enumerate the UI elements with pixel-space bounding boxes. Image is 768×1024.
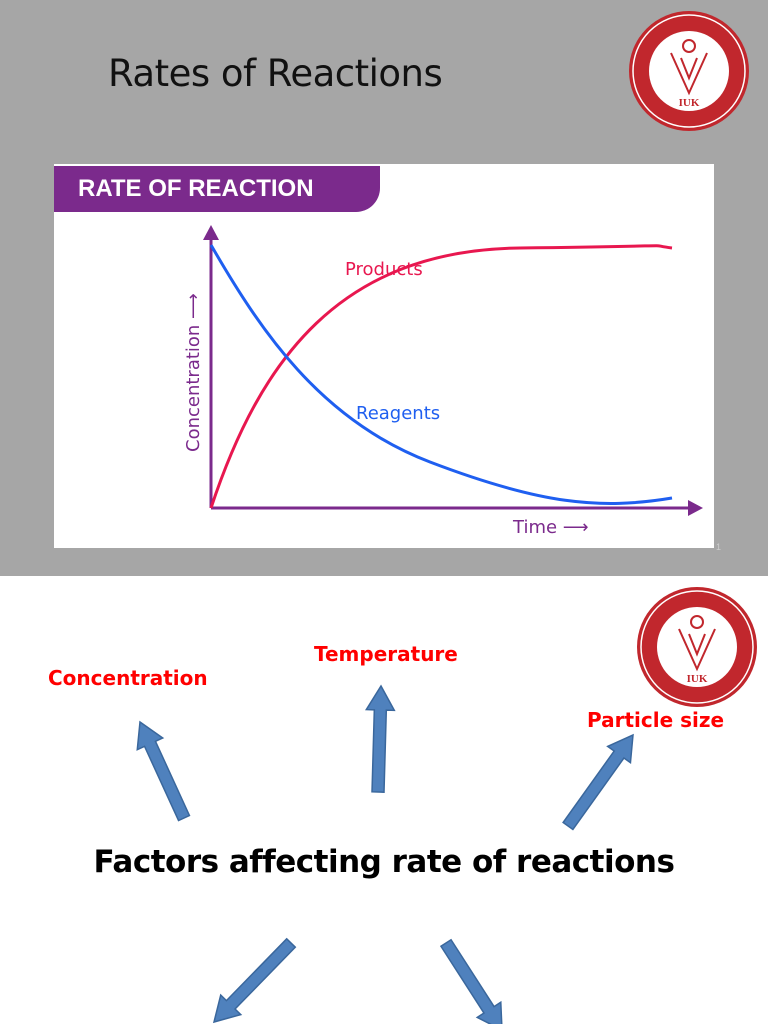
slide-title: Rates of Reactions xyxy=(108,52,443,95)
slide-1: Rates of Reactions IUK RATE OF REACTION … xyxy=(0,0,768,576)
x-axis xyxy=(211,500,703,516)
reagents-label: Reagents xyxy=(356,403,440,424)
svg-text:IUK: IUK xyxy=(679,97,700,109)
arrow-to-temperature-icon xyxy=(365,684,396,793)
slide-heading: Factors affecting rate of reactions xyxy=(93,844,675,880)
y-axis xyxy=(203,225,219,508)
products-label: Products xyxy=(345,259,423,280)
arrow-down-left-icon xyxy=(212,937,297,1024)
iuk-logo: IUK xyxy=(629,11,749,131)
diagram-banner: RATE OF REACTION xyxy=(54,166,380,212)
svg-text:IUK: IUK xyxy=(687,673,708,685)
y-axis-label: Concentration ⟶ xyxy=(183,293,204,452)
reagents-curve xyxy=(209,244,673,505)
arrow-to-particle-size-icon xyxy=(562,733,634,831)
factor-concentration: Concentration xyxy=(48,666,208,690)
arrow-to-concentration-icon xyxy=(136,720,191,822)
products-curve xyxy=(209,244,673,509)
slide-number: 1 xyxy=(716,542,722,552)
arrow-down-right-icon xyxy=(439,938,503,1024)
factor-particle-size: Particle size xyxy=(587,708,725,732)
iuk-logo-2: IUK xyxy=(637,587,757,707)
factor-temperature: Temperature xyxy=(314,642,458,666)
rate-of-reaction-diagram: RATE OF REACTION Products Reagents Time … xyxy=(54,164,714,548)
x-axis-label: Time ⟶ xyxy=(512,517,589,538)
